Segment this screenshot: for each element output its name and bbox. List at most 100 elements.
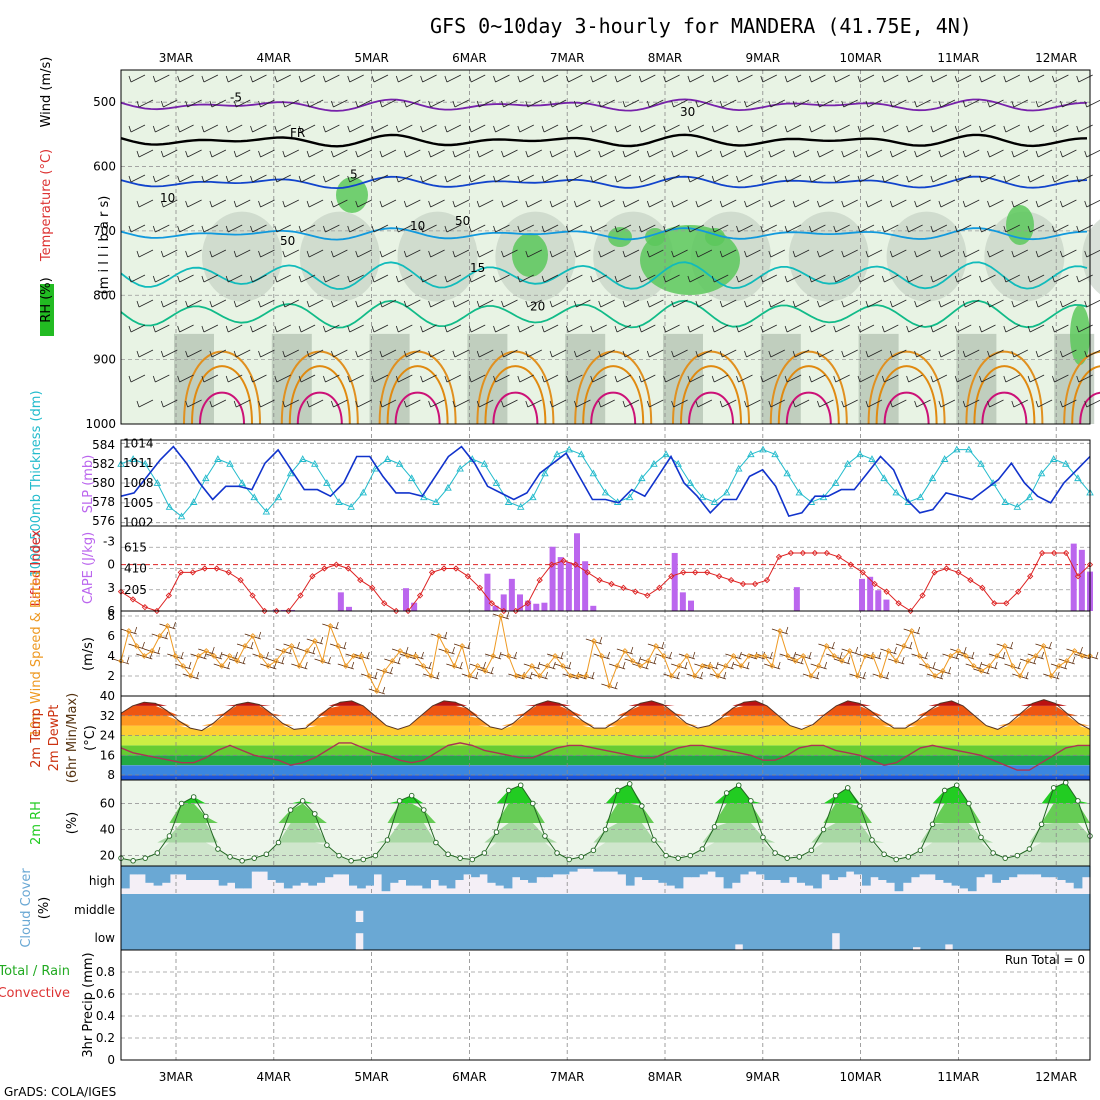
wind-barb [282,349,299,358]
pressure-tick: 800 [93,288,116,302]
isotherm-dome [386,365,449,425]
wind-barb [355,249,372,258]
cape-bar [541,602,548,611]
thickness-point [625,493,634,501]
cloud-high-bar [577,866,586,869]
wind-barb [1084,199,1100,208]
wind-barb [209,149,227,158]
wind-barb [646,249,664,258]
lifted-index-point [357,576,364,584]
wind-barb [833,124,850,133]
wind-barb [476,349,494,358]
lifted-index-point [656,584,663,591]
cloud-low-bar [549,922,558,950]
thickness-point [202,474,210,482]
cloud-low-bar [734,922,744,945]
wind-barb [298,374,316,383]
cloud-low-bar [258,922,267,950]
wind-barb [930,274,948,283]
wind-barb [225,374,243,383]
wind-speed-point [296,663,303,669]
lifted-index-point [823,549,830,557]
cloud-high-bar [275,866,285,883]
wind-barb [590,74,607,83]
cloud-high-bar [878,866,887,880]
lifted-index-point [739,580,747,588]
lifted-index-point [1015,588,1022,595]
wind-barb [622,149,640,158]
thickness-point [141,459,149,467]
wind-barb [306,199,324,208]
cloud-middle-bar [637,894,647,922]
cloud-high-bar [951,866,961,886]
wind-barb [833,274,850,283]
cloud-middle-bar [872,894,881,922]
cloud-middle-bar [694,894,703,922]
cloud-high-bar [210,866,220,880]
cloud-high-bar [796,866,806,883]
cloud-low-bar [274,922,284,950]
thickness-point [601,488,610,496]
wind-barb [298,74,316,83]
cloud-high-bar [153,866,163,886]
upper-air-axis-label: Wind (m/s) [39,57,54,128]
wind-barb [711,374,729,383]
pressure-tick: 600 [93,160,116,174]
isotherm-dome [1063,350,1100,425]
wind-barb [987,399,1004,408]
rh-point [166,833,173,839]
wind-barb [809,74,826,83]
wind-barb [760,174,777,183]
cloud-middle-bar [444,894,453,922]
wind-unit-label: (m/s) [81,637,96,671]
isotherm-dome [1071,365,1100,425]
wind-barb [833,74,850,83]
precip-convective-label: Convective [0,986,70,1001]
wind-barb [1027,224,1045,233]
cape-bar [403,588,409,611]
wind-speed-point [125,628,132,634]
wind-barb [331,399,348,408]
wind-barb [1035,349,1053,358]
cloud-high-bar [186,866,195,880]
cloud-middle-bar [686,894,695,922]
wind-barb [760,374,777,383]
wind-barb [809,124,826,133]
rh-point [178,800,185,807]
cloud-low-bar [1041,922,1051,950]
thickness-point [395,459,404,467]
wind-barb [347,224,364,233]
cloud-high-bar [446,866,456,889]
isotherm-dome [582,365,645,425]
cloud-middle-bar [621,894,631,922]
wind-speed-point [133,643,140,649]
cloud-middle-bar [347,894,356,922]
wind-speed-point [1032,653,1039,659]
thickness-point [347,502,355,510]
wind-barb [889,399,907,408]
date-label-bottom: 9MAR [746,1070,781,1084]
wind-barb [614,124,632,133]
wind-barb [160,299,178,308]
thickness-point [262,507,271,515]
cape-bar [411,602,418,611]
wind-barb [1052,324,1069,333]
cloud-middle-bar [904,894,913,922]
cloud-high-bar [169,866,179,875]
wind-barb [331,99,348,108]
wind-barb [687,124,705,133]
wind-barb [768,299,785,308]
cloud-low-bar [419,922,429,950]
wind-barb [979,174,996,183]
wind-barb [809,324,826,333]
isotherm-dome [981,391,1028,425]
wind-speed-point [606,683,613,689]
wind-barb [233,149,251,158]
cloud-high-bar [235,866,244,889]
thickness-point [880,474,888,482]
cape-bar [337,592,344,611]
temp-tick: 40 [100,689,115,703]
thickness-point [359,488,368,496]
cloud-high-bar [406,866,415,886]
cloud-high-bar [1024,866,1034,875]
